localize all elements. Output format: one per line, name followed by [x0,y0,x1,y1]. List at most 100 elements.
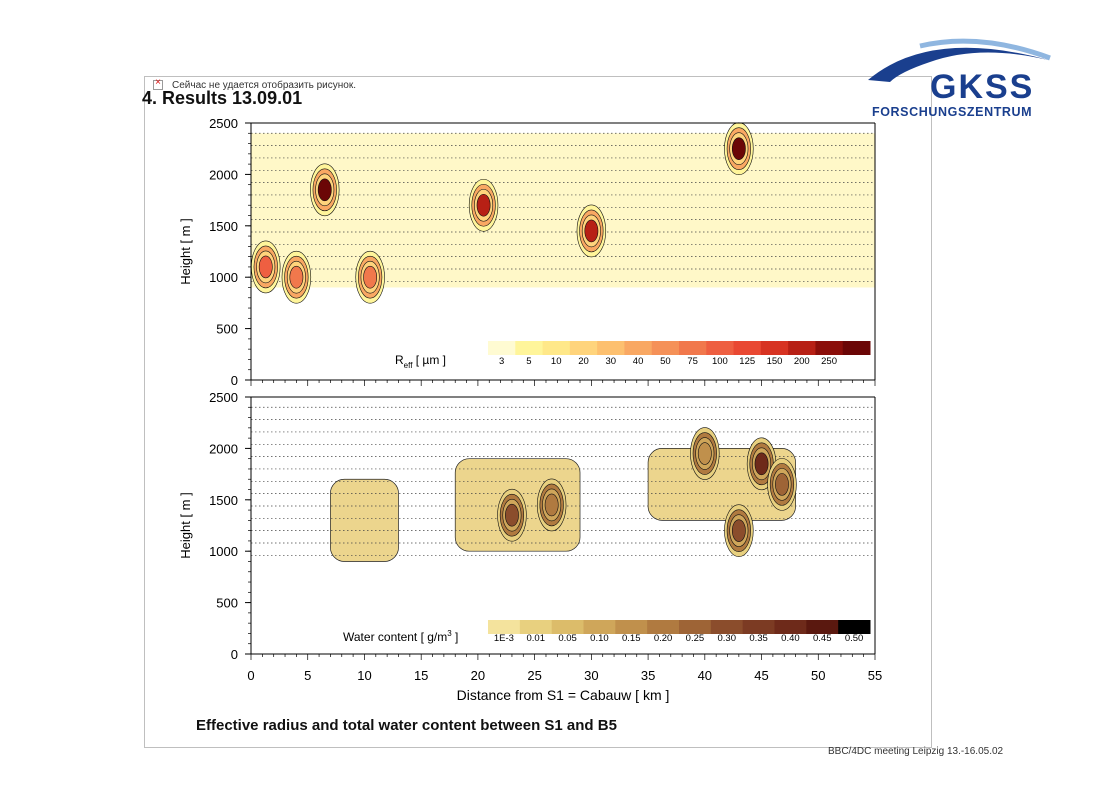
x-tick-label: 5 [304,668,311,683]
panel-1-y-tick-label: 2000 [209,167,238,182]
logo-swoosh [868,47,1048,82]
panel-2-colorbar-swatch [488,620,521,634]
x-tick-label: 10 [357,668,371,683]
panel-1-contour-feature [258,255,273,279]
panel-1-colorbar-level-label: 100 [712,356,728,367]
panel-2-colorbar-level-label: 0.01 [527,633,546,644]
panel-1-colorbar-swatch [733,341,762,355]
panel-1-colorbar-swatch [515,341,544,355]
logo-subtitle: FORSCHUNGSZENTRUM [872,105,1032,119]
panel-1-colorbar-swatch [788,341,816,355]
panel-2-colorbar-swatch [647,620,680,634]
panel-1-colorbar-swatch [842,341,871,355]
panel-2-colorbar-level-label: 0.05 [558,633,577,644]
panel-2-colorbar-swatch [615,620,648,634]
panel-2-y-tick-label: 0 [231,647,238,662]
panel-1-colorbar-level-label: 3 [499,356,504,367]
panel-1-colorbar-swatch [624,341,653,355]
panel-2-y-tick-label: 2000 [209,441,238,456]
panel-1-colorbar-level-label: 125 [739,356,755,367]
panel-2-colorbar-swatch [710,620,744,634]
gkss-logo: GKSS FORSCHUNGSZENTRUM [868,38,1051,119]
panel-1-colorbar-swatch [815,341,844,355]
panel-1-y-tick-label: 0 [231,373,238,388]
panel-1-cloud-field [251,133,875,288]
panel-2-y-tick-label: 2500 [209,390,238,405]
panel-1-colorbar-level-label: 40 [633,356,644,367]
logo-name: GKSS [930,68,1034,106]
x-tick-label: 45 [754,668,768,683]
x-tick-label: 40 [698,668,712,683]
panel-2-y-tick-label: 1500 [209,493,238,508]
embedded-figure-frame [144,76,932,748]
panel-2-colorbar-swatch [551,620,584,634]
panel-2-contour-feature [505,503,519,527]
panel-2-colorbar-level-label: 0.45 [813,633,832,644]
panel-2-colorbar-swatch [679,620,712,634]
panel-1-colorbar-swatch [651,341,680,355]
broken-image-icon [153,77,163,90]
panel-1-colorbar-swatch [679,341,707,355]
panel-1-colorbar-swatch [488,341,516,355]
panel-1-y-tick-label: 1500 [209,219,238,234]
panel-1-colorbar-swatch [760,341,789,355]
panel-2-colorbar-level-label: 0.40 [781,633,800,644]
panel-2-colorbar-level-label: 0.15 [622,633,641,644]
panel-2-colorbar-level-label: 0.50 [845,633,864,644]
panel-2-colorbar-level-label: 0.20 [654,633,673,644]
panel-1-colorbar-level-label: 30 [605,356,616,367]
panel-1-y-tick-label: 500 [216,322,238,337]
panel-2-y-axis-label: Height [ m ] [178,492,193,558]
panel-2-y-tick-label: 1000 [209,544,238,559]
panel-2-colorbar-swatch [583,620,616,634]
panel-1-y-axis-label: Height [ m ] [178,218,193,284]
panel-1-colorbar-swatch [706,341,735,355]
panel-2-colorbar-level-label: 0.10 [590,633,609,644]
panel-2-y-tick-label: 500 [216,596,238,611]
panel-1-contour-feature [289,265,304,289]
panel-2-contour-feature [697,442,712,465]
panel-1-colorbar-label: Reff [ µm ] [395,353,446,370]
panel-2-colorbar-swatch [519,620,553,634]
panel-2-colorbar-swatch [742,620,775,634]
x-tick-label: 30 [584,668,598,683]
panel-1-colorbar-level-label: 200 [794,356,810,367]
x-tick-label: 55 [868,668,882,683]
x-tick-label: 25 [527,668,541,683]
footer-text: BBC/4DC meeting Leipzig 13.-16.05.02 [828,746,1004,757]
x-tick-label: 20 [471,668,485,683]
panel-1-colorbar-swatch [569,341,598,355]
panel-1-colorbar-level-label: 75 [687,356,698,367]
panel-2-colorbar-label: Water content [ g/m3 ] [343,629,458,644]
panel-2-colorbar-level-label: 0.35 [749,633,768,644]
figure-caption: Effective radius and total water content… [196,717,617,734]
panel-1-colorbar-swatch [542,341,571,355]
panel-1-colorbar-level-label: 150 [767,356,783,367]
x-axis-label: Distance from S1 = Cabauw [ km ] [457,687,670,703]
panel-1-y-tick-label: 2500 [209,116,238,131]
panel-1-contour-feature [731,137,746,160]
panel-1-colorbar-level-label: 50 [660,356,671,367]
panel-1-colorbar-level-label: 20 [578,356,589,367]
panel-1-colorbar-level-label: 250 [821,356,837,367]
panel-2-contour-feature [731,519,746,542]
x-tick-label: 0 [247,668,254,683]
panel-2-colorbar-swatch [774,620,807,634]
panel-1-contour-feature [584,219,599,243]
panel-2-colorbar-swatch [806,620,839,634]
panel-2-colorbar-level-label: 0.30 [718,633,737,644]
panel-1-contour-feature [363,265,378,289]
panel-1-colorbar-level-label: 10 [551,356,562,367]
panel-2-contour-feature [754,452,769,476]
panel-2-contour-feature [775,473,789,496]
panel-1-colorbar-level-label: 5 [526,356,531,367]
panel-2-colorbar-level-label: 0.25 [686,633,705,644]
x-tick-label: 35 [641,668,655,683]
broken-image-message: Сейчас не удается отобразить рисунок. [172,80,356,91]
panel-2-colorbar-level-label: 1E-3 [494,633,514,644]
logo-swoosh-highlight [919,38,1051,61]
panel-2-colorbar-swatch [838,620,871,634]
panel-1-y-tick-label: 1000 [209,270,238,285]
x-tick-label: 50 [811,668,825,683]
